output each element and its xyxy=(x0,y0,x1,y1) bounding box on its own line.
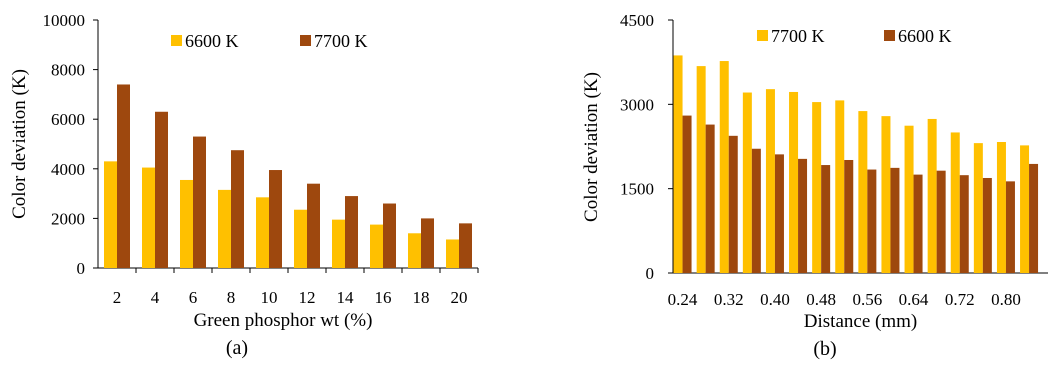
bar-6600k xyxy=(705,124,715,273)
bar-6600k xyxy=(1029,163,1039,273)
bar-7700k xyxy=(742,92,752,273)
y-axis-title: Color deviation (K) xyxy=(9,69,30,219)
bar-6600k xyxy=(913,174,923,273)
bar-6600k xyxy=(682,115,692,273)
x-tick-label: 0.48 xyxy=(806,290,836,309)
bar-7700k xyxy=(673,55,683,273)
bar-7700k xyxy=(345,196,358,268)
bar-6600k xyxy=(936,170,946,273)
x-tick-label: 4 xyxy=(151,288,160,307)
bar-7700k xyxy=(1020,145,1030,273)
y-tick-label: 8000 xyxy=(51,61,85,80)
bar-7700k xyxy=(950,132,960,273)
x-tick-label: 18 xyxy=(413,288,430,307)
bar-6600k xyxy=(370,224,383,268)
bar-6600k xyxy=(256,197,269,268)
x-tick-label: 10 xyxy=(261,288,278,307)
x-tick-label: 6 xyxy=(189,288,198,307)
bar-6600k xyxy=(180,179,193,268)
bar-7700k xyxy=(835,100,845,273)
bar-7700k xyxy=(996,142,1006,273)
x-tick-label: 20 xyxy=(451,288,468,307)
bar-6600k xyxy=(728,135,738,273)
bar-6600k xyxy=(821,165,831,273)
bar-6600k xyxy=(218,189,231,268)
bar-6600k xyxy=(408,233,421,268)
bar-6600k xyxy=(751,148,761,273)
legend-swatch xyxy=(300,35,311,46)
x-tick-label: 12 xyxy=(299,288,316,307)
bar-7700k xyxy=(383,203,396,268)
panel-label: (b) xyxy=(813,338,836,360)
bar-7700k xyxy=(269,170,282,268)
bar-6600k xyxy=(867,169,877,273)
y-tick-label: 3000 xyxy=(620,95,654,114)
bar-7700k xyxy=(927,118,937,273)
x-tick-label: 16 xyxy=(375,288,392,307)
bar-7700k xyxy=(904,125,914,273)
bar-7700k xyxy=(231,150,244,268)
bar-6600k xyxy=(798,158,808,273)
legend-swatch xyxy=(757,30,768,41)
y-tick-label: 0 xyxy=(646,264,655,283)
y-tick-label: 1500 xyxy=(620,180,654,199)
bar-7700k xyxy=(459,223,472,268)
x-tick-label: 0.56 xyxy=(852,290,882,309)
bar-7700k xyxy=(117,84,130,268)
x-axis-title: Distance (mm) xyxy=(804,311,917,332)
bar-7700k xyxy=(719,61,729,273)
bar-6600k xyxy=(890,167,900,273)
bar-7700k xyxy=(155,111,168,268)
bar-7700k xyxy=(789,91,799,273)
legend-label: 7700 K xyxy=(771,26,825,46)
bar-6600k xyxy=(844,159,854,273)
legend-label: 6600 K xyxy=(898,26,952,46)
bar-6600k xyxy=(959,175,969,273)
bar-7700k xyxy=(858,111,868,273)
x-tick-label: 0.72 xyxy=(945,290,975,309)
y-tick-label: 2000 xyxy=(51,209,85,228)
y-tick-label: 4500 xyxy=(620,11,654,30)
legend-swatch xyxy=(884,30,895,41)
x-tick-label: 0.40 xyxy=(760,290,790,309)
y-tick-label: 0 xyxy=(77,259,86,278)
bar-6600k xyxy=(774,154,784,273)
bar-6600k xyxy=(142,167,155,268)
y-tick-label: 10000 xyxy=(43,11,86,30)
legend-swatch xyxy=(171,35,182,46)
x-tick-label: 0.32 xyxy=(714,290,744,309)
legend-label: 6600 K xyxy=(185,31,239,51)
bar-7700k xyxy=(973,143,983,273)
bar-7700k xyxy=(765,89,775,273)
y-tick-label: 4000 xyxy=(51,160,85,179)
legend-label: 7700 K xyxy=(314,31,368,51)
bar-6600k xyxy=(1005,181,1015,273)
y-tick-label: 6000 xyxy=(51,110,85,129)
x-axis-title: Green phosphor wt (%) xyxy=(194,310,373,331)
bar-7700k xyxy=(881,116,891,273)
bar-7700k xyxy=(421,218,434,268)
bar-6600k xyxy=(332,219,345,268)
x-tick-label: 0.80 xyxy=(991,290,1021,309)
x-tick-label: 0.64 xyxy=(899,290,929,309)
panel-label: (a) xyxy=(226,337,248,359)
x-tick-label: 0.24 xyxy=(668,290,698,309)
bar-7700k xyxy=(307,183,320,268)
bar-6600k xyxy=(446,239,459,268)
x-tick-label: 14 xyxy=(337,288,355,307)
bar-6600k xyxy=(982,177,992,273)
bar-7700k xyxy=(193,136,206,268)
bar-7700k xyxy=(812,102,822,273)
bar-7700k xyxy=(696,66,706,273)
y-axis-title: Color deviation (K) xyxy=(581,72,602,222)
bar-6600k xyxy=(104,161,117,268)
x-tick-label: 2 xyxy=(113,288,122,307)
bar-6600k xyxy=(294,209,307,268)
x-tick-label: 8 xyxy=(227,288,236,307)
